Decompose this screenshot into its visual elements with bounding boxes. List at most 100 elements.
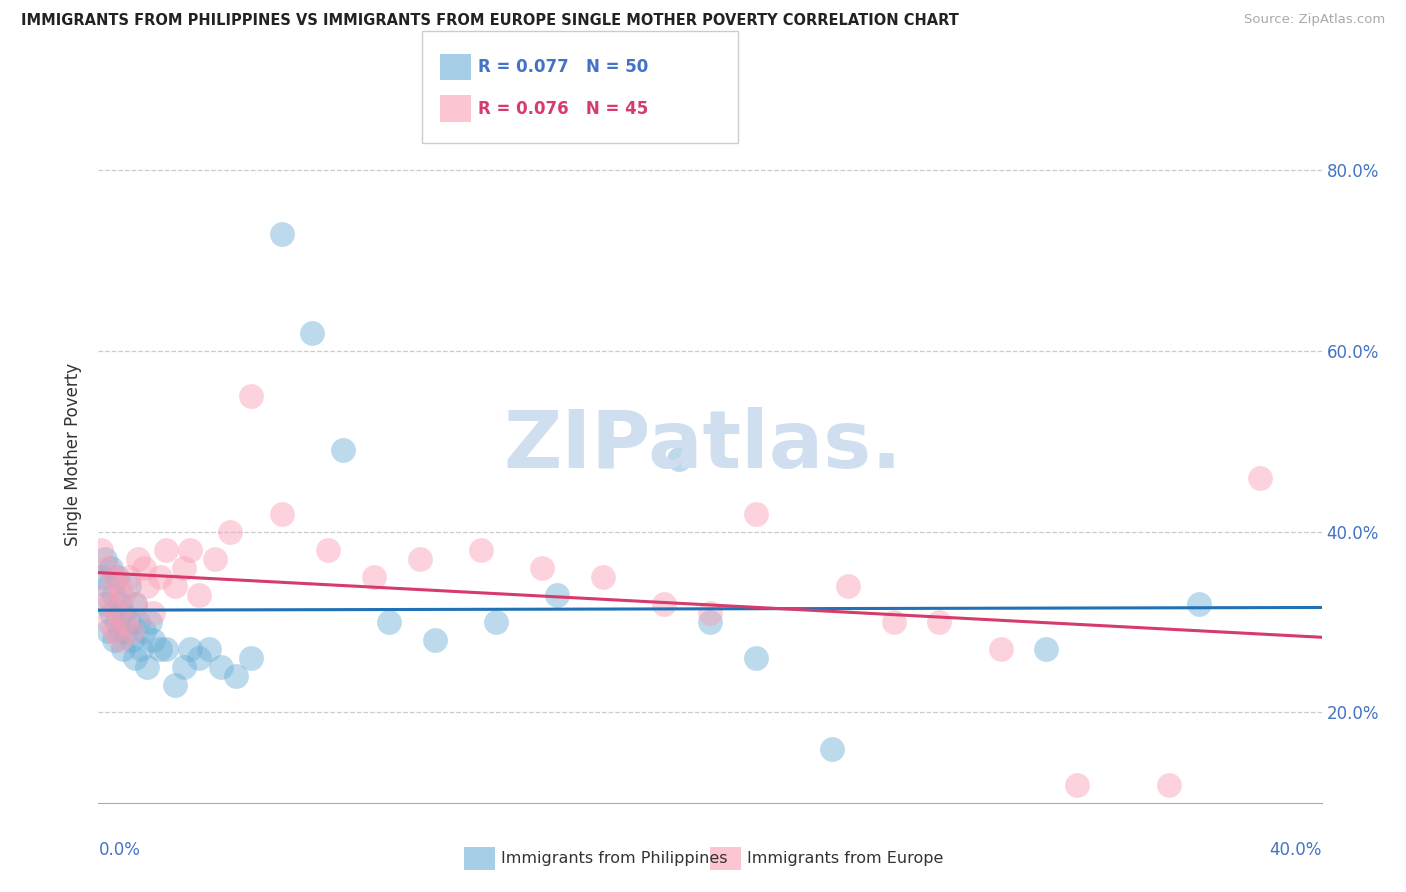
Point	[1188, 597, 1211, 611]
Point	[108, 633, 131, 648]
Point	[188, 588, 211, 602]
Point	[155, 542, 177, 557]
Point	[149, 642, 172, 657]
Point	[93, 551, 115, 566]
Point	[108, 597, 131, 611]
Point	[332, 443, 354, 458]
Point	[121, 633, 143, 648]
Point	[97, 579, 120, 593]
Text: R = 0.076   N = 45: R = 0.076 N = 45	[478, 100, 648, 118]
Point	[127, 551, 149, 566]
Point	[105, 615, 128, 629]
Point	[100, 597, 122, 611]
Point	[100, 561, 122, 575]
Point	[97, 624, 120, 639]
Point	[408, 551, 430, 566]
Point	[93, 588, 115, 602]
Point	[118, 615, 141, 629]
Point	[124, 597, 146, 611]
Text: Immigrants from Europe: Immigrants from Europe	[747, 852, 943, 866]
Point	[105, 570, 128, 584]
Point	[745, 507, 768, 521]
Point	[163, 579, 186, 593]
Point	[115, 615, 138, 629]
Point	[378, 615, 401, 629]
Point	[90, 570, 112, 584]
Y-axis label: Single Mother Poverty: Single Mother Poverty	[65, 363, 83, 547]
Point	[136, 579, 159, 593]
Point	[883, 615, 905, 629]
Point	[108, 579, 131, 593]
Point	[149, 570, 172, 584]
Point	[423, 633, 446, 648]
Point	[179, 642, 201, 657]
Point	[1249, 470, 1271, 484]
Point	[188, 651, 211, 665]
Point	[108, 624, 131, 639]
Point	[240, 389, 263, 403]
Point	[134, 624, 156, 639]
Point	[652, 597, 675, 611]
Point	[270, 227, 292, 241]
Point	[111, 588, 134, 602]
Point	[139, 615, 162, 629]
Point	[1157, 778, 1180, 792]
Point	[209, 660, 232, 674]
Text: 0.0%: 0.0%	[98, 841, 141, 859]
Point	[592, 570, 614, 584]
Point	[699, 606, 721, 620]
Point	[699, 615, 721, 629]
Point	[219, 524, 242, 539]
Point	[124, 651, 146, 665]
Point	[90, 542, 112, 557]
Point	[105, 606, 128, 620]
Point	[118, 570, 141, 584]
Point	[103, 570, 125, 584]
Point	[546, 588, 568, 602]
Point	[363, 570, 385, 584]
Point	[485, 615, 508, 629]
Point	[530, 561, 553, 575]
Text: 40.0%: 40.0%	[1270, 841, 1322, 859]
Point	[115, 624, 138, 639]
Point	[316, 542, 339, 557]
Text: ZIPatlas.: ZIPatlas.	[503, 407, 903, 485]
Point	[93, 597, 115, 611]
Text: IMMIGRANTS FROM PHILIPPINES VS IMMIGRANTS FROM EUROPE SINGLE MOTHER POVERTY CORR: IMMIGRANTS FROM PHILIPPINES VS IMMIGRANT…	[21, 13, 959, 29]
Point	[134, 561, 156, 575]
Point	[470, 542, 492, 557]
Point	[111, 642, 134, 657]
Point	[118, 579, 141, 593]
Text: R = 0.077   N = 50: R = 0.077 N = 50	[478, 58, 648, 76]
Point	[179, 542, 201, 557]
Point	[1066, 778, 1088, 792]
Point	[990, 642, 1012, 657]
Point	[97, 561, 120, 575]
Text: Immigrants from Philippines: Immigrants from Philippines	[501, 852, 727, 866]
Point	[100, 606, 122, 620]
Point	[136, 660, 159, 674]
Point	[837, 579, 859, 593]
Point	[142, 633, 165, 648]
Point	[97, 615, 120, 629]
Point	[301, 326, 323, 340]
Point	[270, 507, 292, 521]
Point	[142, 606, 165, 620]
Point	[197, 642, 219, 657]
Point	[103, 633, 125, 648]
Point	[1035, 642, 1057, 657]
Point	[821, 741, 844, 756]
Point	[127, 615, 149, 629]
Point	[240, 651, 263, 665]
Point	[103, 624, 125, 639]
Point	[121, 624, 143, 639]
Point	[103, 588, 125, 602]
Point	[111, 606, 134, 620]
Point	[173, 561, 195, 575]
Point	[225, 669, 247, 683]
Point	[124, 597, 146, 611]
Point	[204, 551, 226, 566]
Text: Source: ZipAtlas.com: Source: ZipAtlas.com	[1244, 13, 1385, 27]
Point	[163, 678, 186, 692]
Point	[928, 615, 950, 629]
